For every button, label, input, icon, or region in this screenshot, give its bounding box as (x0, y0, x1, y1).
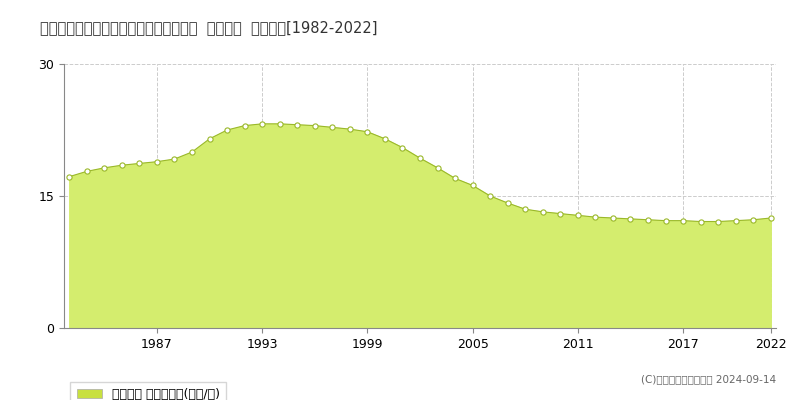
Point (431, 165, 444, 171)
Point (677, 218, 690, 224)
Point (133, 160, 146, 167)
Point (168, 156, 181, 162)
Point (150, 158, 163, 165)
Point (396, 144, 409, 151)
Text: (C)土地価格ドットコム 2024-09-14: (C)土地価格ドットコム 2024-09-14 (641, 374, 776, 384)
Point (343, 126, 356, 132)
Text: 福岡県大牟田市大黒町３丁目２５番７外  地価公示  地価推移[1982-2022]: 福岡県大牟田市大黒町３丁目２５番７外 地価公示 地価推移[1982-2022] (40, 20, 378, 35)
Point (694, 218, 707, 225)
Point (63, 174, 76, 180)
Point (571, 212, 584, 218)
Point (536, 209, 549, 215)
Point (624, 216, 637, 222)
Point (730, 218, 742, 224)
Point (256, 121, 269, 127)
Point (115, 162, 128, 168)
Point (308, 122, 321, 129)
Point (502, 200, 514, 206)
Point (221, 127, 234, 133)
Point (98, 165, 110, 171)
Point (238, 122, 251, 129)
Point (659, 218, 672, 224)
Point (484, 193, 497, 199)
Point (642, 216, 654, 223)
Point (80, 168, 93, 174)
Point (519, 206, 532, 212)
Point (764, 215, 777, 221)
Point (203, 136, 216, 142)
Point (449, 175, 462, 182)
Point (274, 121, 286, 127)
Point (378, 136, 391, 142)
Point (361, 128, 374, 135)
Point (554, 210, 566, 217)
Legend: 地価公示 平均坪単価(万円/坪): 地価公示 平均坪単価(万円/坪) (70, 382, 226, 400)
Point (186, 149, 198, 155)
Point (291, 122, 304, 128)
Point (414, 155, 426, 161)
Point (606, 215, 619, 221)
Point (589, 214, 602, 220)
Point (326, 124, 338, 130)
Point (466, 182, 479, 189)
Point (712, 218, 725, 225)
Point (747, 216, 760, 223)
